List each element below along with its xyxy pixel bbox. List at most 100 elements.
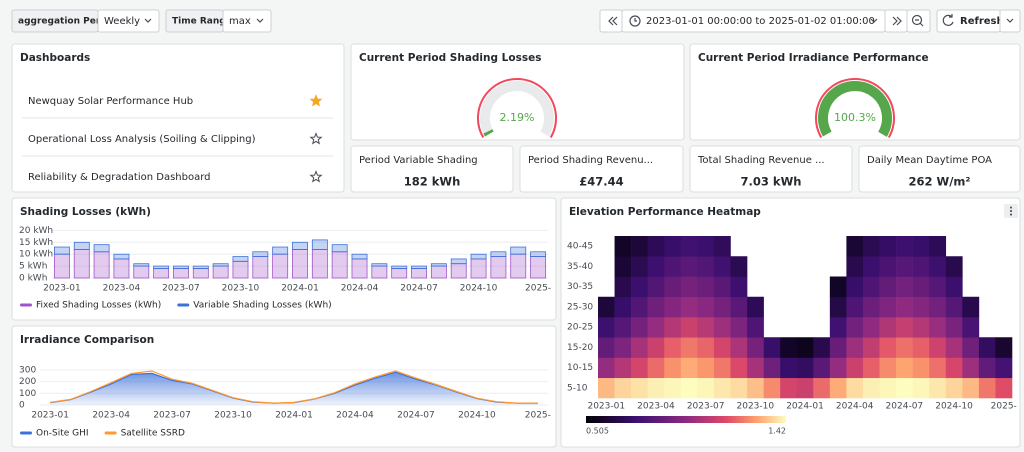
heat-cell	[664, 337, 681, 358]
dashboard-link[interactable]: Reliability & Degradation Dashboard	[28, 172, 211, 183]
heat-cell	[714, 277, 731, 298]
heat-cell	[929, 317, 946, 338]
stat-value: 182 kWh	[404, 175, 461, 189]
heat-cell	[714, 337, 731, 358]
heat-cell	[730, 337, 747, 358]
heat-cell	[664, 236, 681, 257]
time-back[interactable]	[600, 10, 622, 32]
bar	[312, 240, 327, 250]
heat-cell	[797, 378, 814, 399]
bar	[352, 259, 367, 278]
legend-label[interactable]: Satellite SSRD	[121, 429, 185, 439]
heat-cell	[830, 358, 847, 379]
gauge-value	[488, 131, 489, 134]
refresh-interval[interactable]	[1000, 10, 1020, 32]
x-tick-label: 2023-01	[43, 284, 81, 294]
y-tick-label: 0	[19, 401, 25, 411]
heat-cell	[863, 337, 880, 358]
heat-cell	[747, 358, 764, 379]
heat-cell	[846, 236, 863, 257]
bar	[312, 249, 327, 278]
heat-cell	[995, 358, 1012, 379]
bar	[451, 264, 466, 278]
legend-swatch	[177, 304, 189, 307]
x-tick-label: 2023-10	[737, 402, 775, 412]
heat-cell	[929, 236, 946, 257]
refresh-label[interactable]: Refresh	[960, 16, 1004, 27]
legend-label[interactable]: Fixed Shading Losses (kWh)	[36, 301, 161, 311]
heat-cell	[714, 317, 731, 338]
x-tick-label: 2023-04	[92, 411, 130, 421]
heat-cell	[648, 317, 665, 338]
x-tick-label: 2023-10	[222, 284, 260, 294]
x-tick-label: 2024-01	[281, 284, 319, 294]
heat-cell	[681, 236, 698, 257]
time-forward[interactable]	[885, 10, 907, 32]
heat-cell	[863, 317, 880, 338]
legend-label[interactable]: Variable Shading Losses (kWh)	[193, 301, 331, 311]
heat-cell	[846, 337, 863, 358]
heat-cell	[598, 337, 615, 358]
bar	[114, 259, 129, 278]
heat-cell	[880, 256, 897, 277]
y-tick-label: 5-10	[567, 383, 588, 393]
bar	[451, 259, 466, 264]
variable-value[interactable]: Weekly	[104, 16, 140, 27]
heat-cell	[697, 277, 714, 298]
heat-cell	[697, 236, 714, 257]
bar	[491, 257, 506, 278]
dashboard-link[interactable]: Operational Loss Analysis (Soiling & Cli…	[28, 134, 256, 145]
x-tick-label: 2024-07	[397, 411, 435, 421]
heat-cell	[797, 358, 814, 379]
y-tick-label: 0 kWh	[19, 274, 47, 284]
heat-cell	[946, 358, 963, 379]
heat-cell	[946, 256, 963, 277]
bar	[471, 259, 486, 278]
bar	[193, 268, 208, 278]
panel-title: Current Period Shading Losses	[359, 52, 541, 64]
x-tick-label: 2024-10	[458, 411, 496, 421]
y-tick-label: 35-40	[567, 262, 593, 272]
heat-cell	[830, 317, 847, 338]
heat-cell	[913, 256, 930, 277]
heat-cell	[929, 337, 946, 358]
heat-cell	[764, 358, 781, 379]
heat-cell	[697, 317, 714, 338]
heat-cell	[880, 297, 897, 318]
heat-cell	[913, 277, 930, 298]
x-tick-label: 2024-04	[341, 284, 379, 294]
bar	[392, 268, 407, 278]
heat-cell	[631, 256, 648, 277]
heat-cell	[979, 378, 996, 399]
heat-cell	[946, 317, 963, 338]
heat-cell	[648, 297, 665, 318]
variable-value[interactable]: max	[229, 16, 251, 27]
heat-cell	[813, 378, 830, 399]
bar	[54, 247, 69, 254]
heat-cell	[913, 236, 930, 257]
heat-cell	[962, 297, 979, 318]
heat-cell	[598, 358, 615, 379]
dashboard-link[interactable]: Newquay Solar Performance Hub	[28, 96, 193, 107]
y-tick-label: 200	[19, 377, 36, 387]
bar	[332, 252, 347, 278]
bar	[372, 266, 387, 278]
bar	[292, 242, 307, 249]
zoom-out[interactable]	[907, 10, 930, 32]
bar	[352, 254, 367, 259]
heat-cell	[615, 236, 632, 257]
heat-cell	[615, 378, 632, 399]
heat-cell	[813, 358, 830, 379]
heat-cell	[615, 297, 632, 318]
heat-cell	[962, 358, 979, 379]
heat-cell	[648, 277, 665, 298]
heat-cell	[863, 256, 880, 277]
heat-cell	[631, 297, 648, 318]
heat-cell	[929, 297, 946, 318]
time-range[interactable]: 2023-01-01 00:00:00 to 2025-01-02 01:00:…	[646, 16, 875, 27]
heat-cell	[880, 236, 897, 257]
x-tick-label: 2025-	[991, 402, 1017, 412]
heat-cell	[681, 317, 698, 338]
bar	[134, 266, 149, 278]
legend-label[interactable]: On-Site GHI	[36, 429, 89, 439]
